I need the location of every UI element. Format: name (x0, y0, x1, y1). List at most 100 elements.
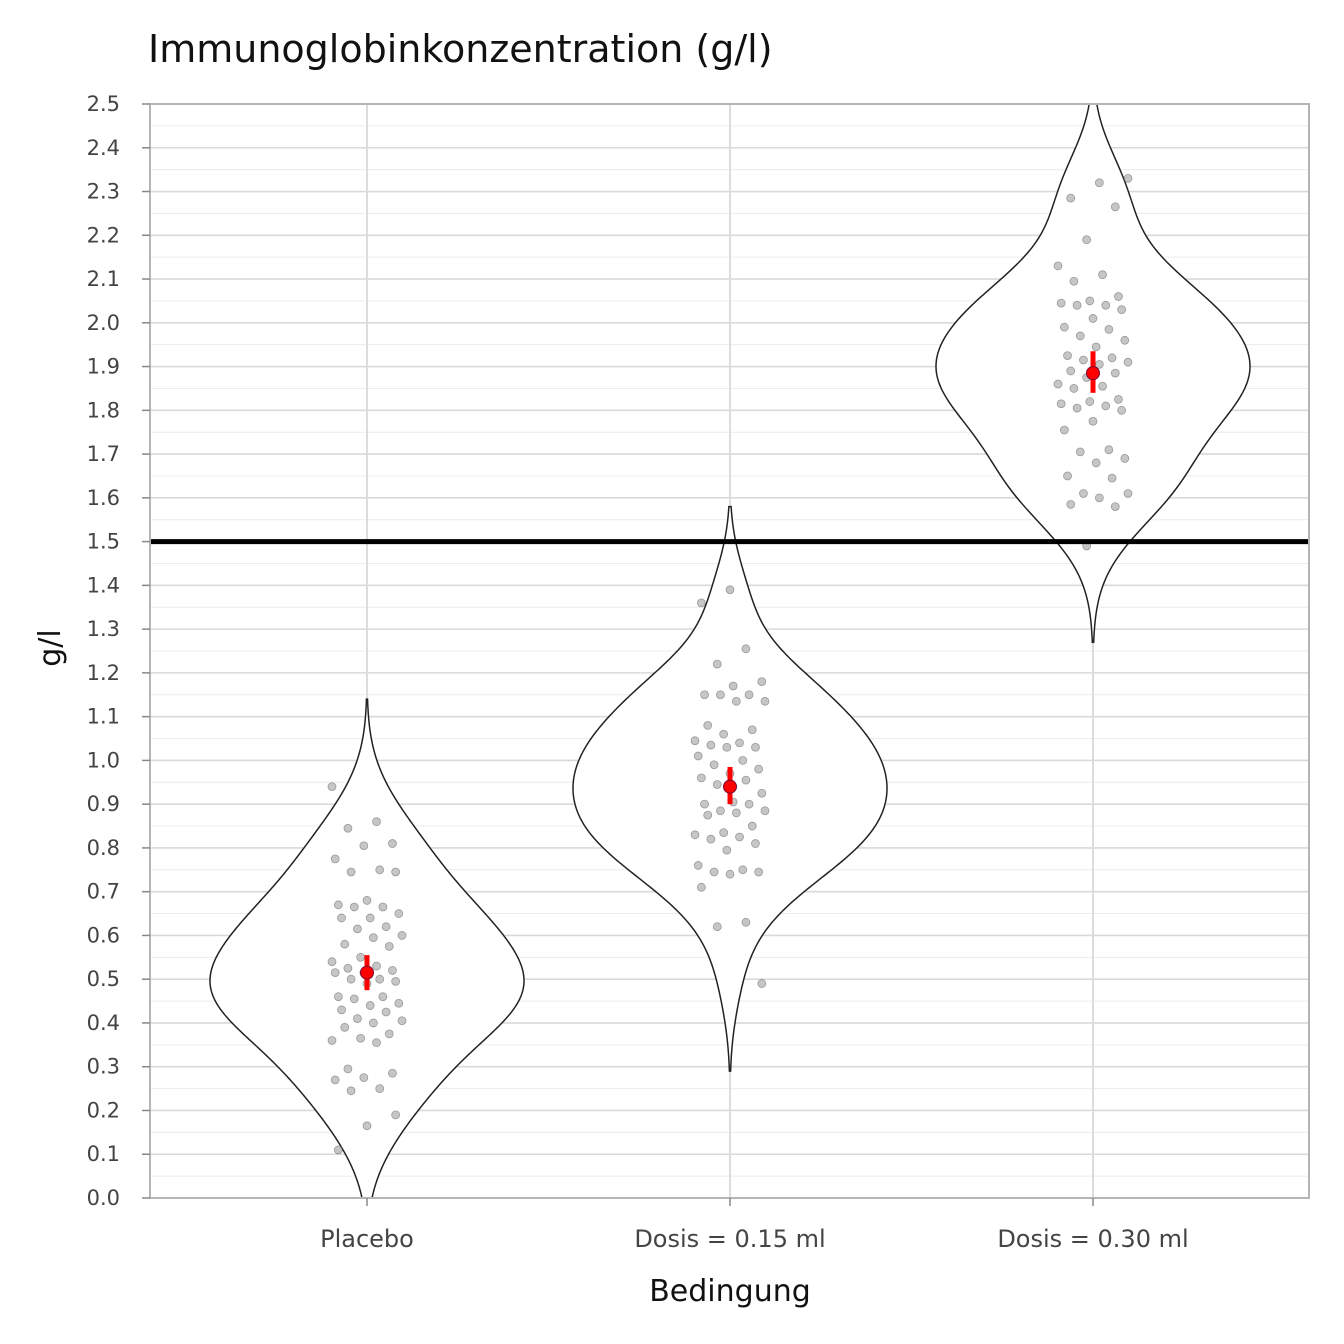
x-tick-label: Dosis = 0.30 ml (997, 1225, 1188, 1253)
data-point (1082, 235, 1092, 245)
data-point (728, 681, 738, 691)
y-tick-label: 1.1 (87, 705, 120, 729)
data-point (375, 865, 385, 875)
x-axis-label: Bedingung (649, 1274, 811, 1309)
data-point (333, 992, 343, 1002)
data-point (735, 832, 744, 842)
y-axis-label: g/l (33, 629, 68, 667)
y-tick-label: 1.8 (87, 398, 120, 422)
data-point (372, 961, 381, 971)
data-point (751, 742, 760, 752)
data-point (741, 775, 751, 785)
data-point (760, 696, 770, 706)
data-point (346, 974, 356, 984)
data-point (1114, 394, 1123, 404)
data-point (1123, 357, 1133, 367)
data-point (359, 1073, 369, 1083)
data-point (706, 740, 716, 750)
data-point (757, 788, 767, 798)
data-point (709, 867, 719, 877)
data-point (384, 941, 394, 951)
data-point (397, 931, 407, 940)
data-point (1053, 379, 1063, 389)
data-point (716, 690, 725, 700)
data-point (712, 659, 722, 669)
mean-markers (360, 351, 1100, 991)
data-point (747, 725, 757, 735)
data-point (693, 751, 703, 761)
data-point (712, 922, 722, 932)
data-point (1094, 178, 1104, 188)
data-point (757, 677, 767, 687)
data-point (725, 585, 735, 595)
data-point (346, 1086, 356, 1096)
data-point (1056, 298, 1066, 308)
y-tick-label: 0.1 (87, 1142, 120, 1166)
data-point (690, 736, 700, 746)
y-tick-label: 0.4 (87, 1011, 120, 1035)
data-point (372, 1038, 381, 1048)
data-point (1101, 300, 1111, 310)
data-point (353, 924, 362, 934)
data-point (1069, 276, 1079, 286)
data-point (1056, 399, 1066, 409)
data-point (356, 1033, 366, 1043)
data-point (375, 1084, 385, 1093)
y-tick-label: 2.1 (87, 267, 120, 291)
violin-0 (209, 698, 525, 1199)
data-point (381, 922, 391, 932)
data-point (696, 773, 706, 783)
data-point (1114, 292, 1123, 301)
data-point (1091, 458, 1101, 468)
data-point (716, 806, 725, 816)
data-point (1107, 473, 1117, 483)
data-point (388, 966, 397, 975)
data-point (744, 690, 754, 700)
data-point (356, 952, 366, 962)
data-point (696, 882, 706, 892)
data-point (394, 998, 404, 1008)
y-tick-label: 0.0 (87, 1186, 120, 1210)
data-point (349, 994, 359, 1004)
y-tick-label: 1.9 (87, 355, 120, 379)
data-point (690, 830, 700, 840)
data-point (760, 806, 770, 816)
data-point (709, 760, 719, 770)
data-point (751, 839, 760, 848)
data-point (327, 957, 337, 967)
data-point (1091, 342, 1101, 352)
data-point (1101, 401, 1111, 411)
data-point (741, 644, 751, 654)
y-tick-label: 1.0 (87, 748, 120, 772)
data-point (368, 1018, 378, 1028)
data-point (378, 992, 388, 1002)
data-point (1123, 489, 1133, 498)
data-point (706, 834, 716, 844)
y-tick-label: 0.8 (87, 836, 120, 860)
data-point (1117, 305, 1127, 315)
data-point (327, 782, 337, 792)
data-point (1094, 493, 1104, 503)
data-point (719, 828, 729, 838)
data-point (381, 1007, 391, 1017)
data-point (1069, 384, 1079, 393)
data-point (744, 799, 754, 809)
data-point (1053, 261, 1063, 271)
data-points (327, 173, 1133, 1155)
data-point (703, 720, 713, 730)
data-point (375, 974, 385, 984)
mean-point (1086, 366, 1100, 381)
y-tick-label: 2.4 (87, 136, 120, 160)
data-point (1079, 355, 1088, 365)
data-point (731, 696, 741, 706)
data-point (722, 742, 732, 752)
data-point (362, 896, 372, 905)
y-tick-label: 1.3 (87, 617, 120, 641)
data-point (731, 808, 741, 818)
data-point (394, 909, 404, 918)
y-tick-label: 2.3 (87, 180, 120, 204)
data-point (741, 917, 751, 927)
data-point (372, 817, 381, 827)
data-point (757, 979, 767, 988)
